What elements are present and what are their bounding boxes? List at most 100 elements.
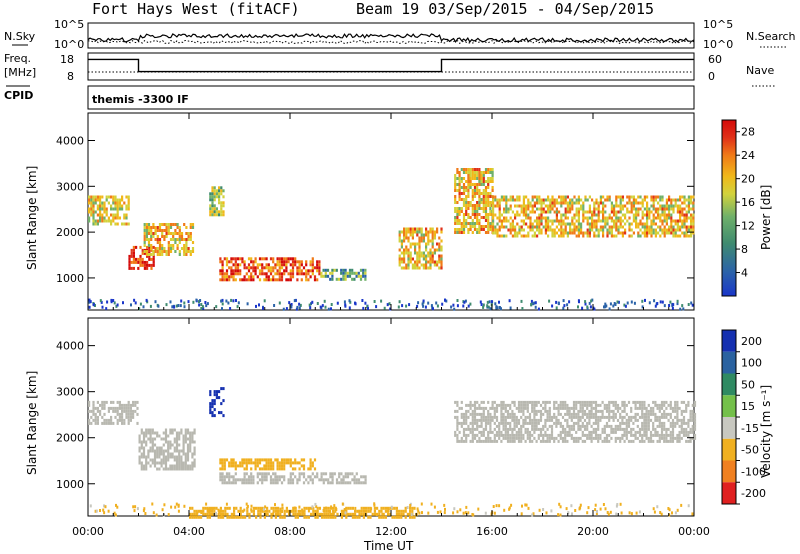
power-cell [588,210,591,214]
velocity-cell [261,481,264,485]
power-cell [351,277,354,281]
power-cell [145,298,148,302]
power-cell [486,300,489,304]
velocity-cell [298,461,301,465]
power-cell [425,245,428,249]
velocity-cell [660,403,664,407]
velocity-cell [601,400,604,404]
power-cell [591,213,594,217]
velocity-cell [167,434,170,438]
velocity-cell [581,424,584,428]
velocity-cell [528,400,532,404]
velocity-cell [247,481,251,485]
freq-label: Freq. [4,52,31,65]
velocity-cell [121,418,124,422]
velocity-cell [671,421,675,425]
velocity-cell [495,403,499,407]
velocity-cell [191,437,194,441]
power-cell [215,213,218,217]
velocity-cell [186,446,190,450]
power-cell [690,201,693,205]
power-cell [189,232,192,235]
velocity-cell [351,515,354,519]
power-cell [147,241,151,244]
power-cell [591,298,594,302]
power-cell [223,257,226,261]
velocity-cell [218,411,221,415]
power-cell [492,219,495,223]
velocity-cell [226,512,229,516]
power-cell [626,201,629,205]
velocity-cell [691,418,694,422]
power-cell [183,238,186,241]
velocity-cell [612,409,615,413]
velocity-cell [577,415,580,419]
velocity-cell [577,427,580,431]
velocity-cell [484,421,488,425]
velocity-cell [132,400,135,404]
velocity-cell [140,452,143,456]
velocity-cell [193,440,196,444]
power-cell [283,260,286,264]
power-cell [239,269,242,273]
power-cell [509,225,512,229]
velocity-cell [487,421,490,425]
power-cell [429,266,432,270]
power-cell [342,277,345,281]
velocity-cell [341,502,344,506]
power-cell [161,229,164,232]
velocity-cbar-block [722,460,736,483]
velocity-cell [636,406,639,410]
power-cell [414,227,417,231]
freq-strip: Freq. [MHz] 18 8 60 0 Nave [4,52,776,87]
power-cell [527,234,530,238]
power-cell [661,228,664,232]
power-cell [522,198,525,202]
velocity-cell [462,433,466,437]
velocity-cell [575,430,578,434]
velocity-cell [537,421,540,425]
velocity-cell [274,472,277,476]
power-cell [641,305,644,309]
power-cell [597,204,600,208]
velocity-cell [298,505,301,509]
power-cell [105,213,108,217]
velocity-cell [515,424,518,428]
power-cell [239,263,242,267]
velocity-cell [636,424,639,428]
power-cell [145,235,148,238]
power-cell [158,226,162,229]
velocity-cell [545,511,548,515]
power-cell [663,219,666,223]
velocity-cell [329,481,332,485]
velocity-cell [693,400,697,404]
power-cell [489,207,492,210]
power-cell [527,201,530,205]
power-cell [454,219,457,222]
power-cell [621,207,624,211]
velocity-cell [360,512,363,516]
power-cell [476,213,479,216]
power-cell [407,236,410,240]
power-cell [234,269,237,273]
power-cell [476,228,479,231]
power-cell [143,251,146,255]
velocity-cell [342,478,345,482]
power-cell [544,231,547,235]
power-cell [416,230,419,234]
velocity-cell [612,412,615,416]
velocity-cell [307,509,310,513]
velocity-cell [138,434,141,438]
velocity-cell [471,415,474,419]
velocity-cell [313,467,317,471]
power-cell [90,213,93,217]
power-cell [582,210,585,214]
velocity-cell [500,421,503,425]
velocity-cell [156,446,159,450]
velocity-cell [285,509,288,513]
power-cell [420,236,423,240]
velocity-cell [693,403,697,407]
velocity-cell [520,427,523,431]
velocity-cell [219,467,222,471]
